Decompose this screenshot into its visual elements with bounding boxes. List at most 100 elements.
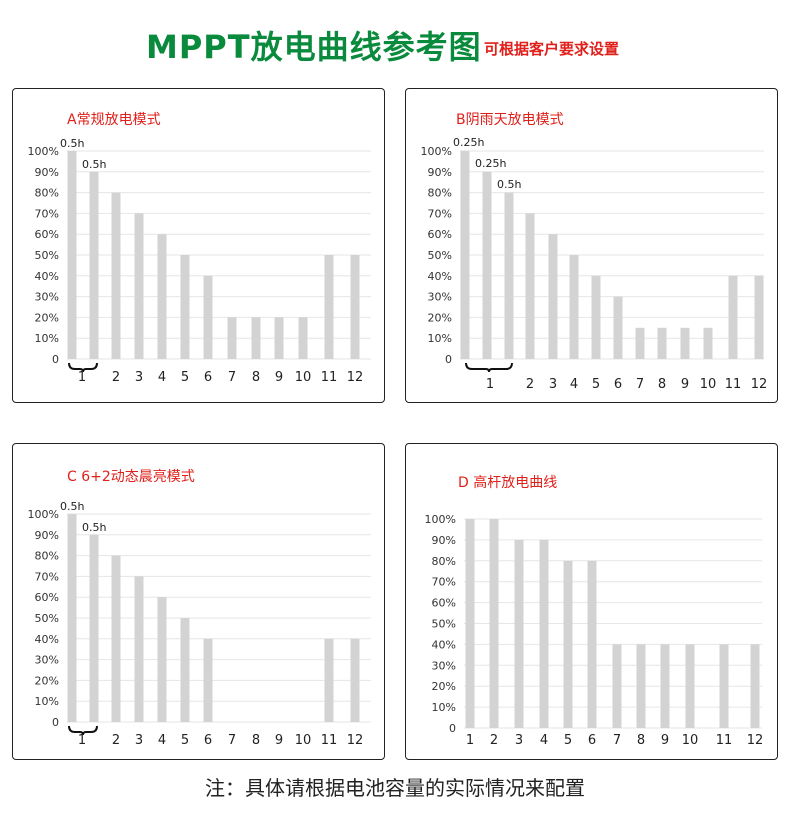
chart-title: B阴雨天放电模式 bbox=[456, 112, 564, 128]
bar bbox=[227, 317, 237, 359]
x-tick-label: 1 bbox=[466, 733, 474, 748]
bar-duration-label: 0.5h bbox=[60, 500, 84, 513]
bar bbox=[111, 192, 121, 359]
x-tick-label: 6 bbox=[204, 733, 212, 748]
bar bbox=[548, 234, 558, 359]
x-tick-label: 4 bbox=[158, 370, 166, 385]
chart-title: A常规放电模式 bbox=[67, 112, 161, 128]
bar bbox=[350, 638, 360, 722]
x-tick-label: 5 bbox=[564, 733, 572, 748]
bar bbox=[274, 317, 284, 359]
bar bbox=[157, 234, 167, 359]
y-tick-label: 90% bbox=[35, 529, 59, 542]
page-title: MPPT放电曲线参考图 bbox=[146, 28, 482, 66]
bar bbox=[489, 519, 499, 728]
bar bbox=[685, 644, 695, 728]
x-tick-label: 3 bbox=[549, 377, 557, 392]
y-tick-label: 100% bbox=[28, 145, 59, 158]
x-tick-label: 12 bbox=[347, 733, 364, 748]
x-tick-label: 6 bbox=[204, 370, 212, 385]
bar-duration-label: 0.5h bbox=[82, 158, 106, 171]
y-tick-label: 30% bbox=[428, 291, 452, 304]
x-tick-label: 10 bbox=[295, 370, 312, 385]
y-tick-label: 0 bbox=[52, 716, 59, 729]
y-tick-label: 50% bbox=[35, 249, 59, 262]
y-tick-label: 90% bbox=[428, 166, 452, 179]
y-tick-label: 30% bbox=[432, 659, 456, 672]
bar bbox=[180, 255, 190, 359]
bar bbox=[203, 275, 213, 359]
y-tick-label: 70% bbox=[35, 207, 59, 220]
bar bbox=[750, 644, 760, 728]
y-tick-label: 0 bbox=[445, 353, 452, 366]
x-tick-label: 3 bbox=[135, 370, 143, 385]
bar bbox=[563, 560, 573, 728]
y-tick-label: 40% bbox=[428, 270, 452, 283]
y-tick-label: 90% bbox=[432, 534, 456, 547]
x-tick-label: 6 bbox=[588, 733, 596, 748]
x-tick-label: 5 bbox=[592, 377, 600, 392]
bar bbox=[569, 255, 579, 359]
y-tick-label: 90% bbox=[35, 166, 59, 179]
x-tick-label: 1 bbox=[78, 370, 86, 385]
bar-duration-label: 0.25h bbox=[453, 136, 484, 149]
bar bbox=[514, 539, 524, 728]
bar-duration-label: 0.25h bbox=[475, 157, 506, 170]
page-subtitle: 可根据客户要求设置 bbox=[484, 40, 620, 58]
y-tick-label: 80% bbox=[428, 187, 452, 200]
x-tick-label: 8 bbox=[637, 733, 645, 748]
x-tick-label: 5 bbox=[181, 733, 189, 748]
group-bracket bbox=[68, 725, 98, 736]
x-tick-label: 5 bbox=[181, 370, 189, 385]
chart-c-svg: 010%20%30%40%50%60%70%80%90%100%0.5h0.5h… bbox=[28, 500, 371, 748]
x-tick-label: 9 bbox=[681, 377, 689, 392]
chart-panel-b: B阴雨天放电模式 0 10% 20% 30% 40% 50% 60% 70% 80% 90% 100… bbox=[405, 88, 778, 403]
bar bbox=[636, 644, 646, 728]
y-tick-label: 70% bbox=[35, 570, 59, 583]
bar bbox=[754, 275, 764, 359]
y-tick-label: 20% bbox=[35, 674, 59, 687]
x-tick-label: 6 bbox=[614, 377, 622, 392]
header: MPPT放电曲线参考图 可根据客户要求设置 bbox=[0, 16, 790, 66]
bar bbox=[504, 192, 514, 359]
x-tick-label: 2 bbox=[112, 733, 120, 748]
bar bbox=[134, 213, 144, 359]
y-tick-label: 30% bbox=[35, 654, 59, 667]
x-tick-label: 11 bbox=[725, 377, 742, 392]
y-tick-label: 50% bbox=[428, 249, 452, 262]
bar bbox=[298, 317, 308, 359]
bar bbox=[111, 555, 121, 722]
x-tick-label: 11 bbox=[321, 733, 338, 748]
bar bbox=[203, 638, 213, 722]
bar bbox=[482, 171, 492, 359]
x-tick-label: 4 bbox=[158, 733, 166, 748]
bar-duration-label: 0.5h bbox=[497, 178, 521, 191]
bar bbox=[89, 171, 99, 359]
bar bbox=[613, 296, 623, 359]
chart-d-svg: 010%20%30%40%50%60%70%80%90%100%1 2 3 4 5 6 7 8… bbox=[425, 513, 764, 748]
x-tick-label: 7 bbox=[636, 377, 644, 392]
chart-title: C 6+2动态晨亮模式 bbox=[67, 469, 195, 485]
bar bbox=[728, 275, 738, 359]
x-tick-label: 7 bbox=[613, 733, 621, 748]
group-bracket bbox=[68, 362, 98, 373]
bar bbox=[324, 638, 334, 722]
x-tick-label: 8 bbox=[252, 733, 260, 748]
x-tick-label: 8 bbox=[252, 370, 260, 385]
x-tick-label: 1 bbox=[486, 377, 494, 392]
y-tick-label: 60% bbox=[432, 597, 456, 610]
y-tick-label: 40% bbox=[35, 633, 59, 646]
x-tick-label: 1 bbox=[78, 733, 86, 748]
bar-duration-label: 0.5h bbox=[82, 521, 106, 534]
bar bbox=[680, 327, 690, 359]
bar bbox=[67, 514, 77, 722]
y-tick-label: 20% bbox=[432, 680, 456, 693]
x-tick-label: 12 bbox=[751, 377, 768, 392]
x-tick-label: 9 bbox=[275, 370, 283, 385]
x-tick-label: 11 bbox=[321, 370, 338, 385]
y-tick-label: 100% bbox=[28, 508, 59, 521]
bar bbox=[67, 151, 77, 359]
y-tick-label: 60% bbox=[35, 228, 59, 241]
y-tick-label: 0 bbox=[449, 722, 456, 735]
y-tick-label: 60% bbox=[428, 228, 452, 241]
